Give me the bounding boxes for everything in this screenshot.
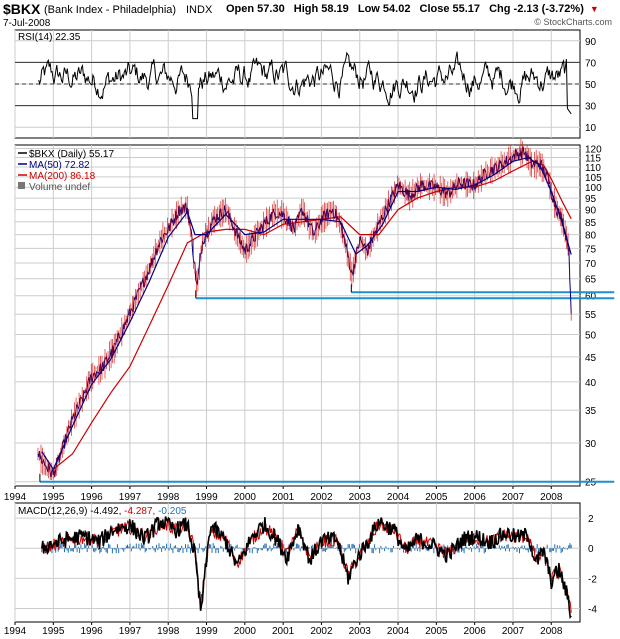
macd-legend-1: -4.492, bbox=[87, 506, 121, 517]
x-tick-1996: 1996 bbox=[80, 492, 103, 503]
quote-date: 7-Jul-2008 bbox=[3, 18, 51, 29]
x-tick-1999: 1999 bbox=[195, 492, 218, 503]
macd-x-axis: 1994 1995 1996 1997 1998 1999 2000 2001 2002 2003… bbox=[4, 622, 563, 637]
macd-y-tick-2: 2 bbox=[588, 514, 594, 525]
x-tick-2002: 2002 bbox=[310, 492, 333, 503]
price-panel: 1201151101051009590858075706560555045403… bbox=[14, 138, 615, 489]
rsi-line bbox=[38, 51, 572, 120]
x-tick-2001: 2001 bbox=[272, 492, 295, 503]
macd-legend-3: -0.205 bbox=[155, 506, 187, 517]
price-y-tick-120: 120 bbox=[585, 145, 602, 156]
x-tick-1995: 1995 bbox=[42, 492, 65, 503]
x-tick-2001: 2001 bbox=[272, 626, 295, 637]
macd-y-tick--2: -2 bbox=[588, 574, 597, 585]
x-tick-1995: 1995 bbox=[42, 626, 65, 637]
x-tick-1996: 1996 bbox=[80, 626, 103, 637]
symbol-name: (Bank Index - Philadelphia) bbox=[44, 4, 177, 16]
x-tick-1998: 1998 bbox=[157, 626, 180, 637]
rsi-panel: 90 70 50 30 10 RSI(14) 22.35 bbox=[14, 29, 597, 139]
price-y-tick-70: 70 bbox=[585, 259, 597, 270]
price-y-tick-80: 80 bbox=[585, 231, 597, 242]
price-legend-1: MA(50) 72.82 bbox=[29, 160, 90, 171]
price-y-tick-100: 100 bbox=[585, 183, 602, 194]
price-y-tick-45: 45 bbox=[585, 353, 597, 364]
macd-legend-2: -4.287, bbox=[121, 506, 155, 517]
x-tick-1994: 1994 bbox=[4, 492, 27, 503]
high-value: High 58.19 bbox=[293, 3, 349, 15]
x-tick-1994: 1994 bbox=[4, 626, 27, 637]
credit-label: © StockCharts.com bbox=[534, 17, 612, 27]
macd-legend: MACD(12,26,9) -4.492, -4.287, -0.205 bbox=[18, 506, 187, 517]
x-tick-2007: 2007 bbox=[502, 626, 525, 637]
x-tick-2008: 2008 bbox=[540, 492, 563, 503]
price-y-tick-110: 110 bbox=[585, 163, 601, 174]
price-y-tick-105: 105 bbox=[585, 173, 602, 184]
price-y-tick-50: 50 bbox=[585, 330, 597, 341]
ma50-line bbox=[41, 156, 572, 471]
x-tick-2005: 2005 bbox=[425, 492, 448, 503]
price-bars bbox=[37, 138, 572, 480]
price-y-tick-90: 90 bbox=[585, 206, 597, 217]
price-x-axis: 1994 1995 1996 1997 1998 1999 2000 2001 2002 2003… bbox=[4, 486, 563, 503]
macd-legend-0: MACD(12,26,9) bbox=[18, 506, 87, 517]
change-value: Chg -2.13 (-3.72%) bbox=[489, 3, 584, 15]
volume-icon bbox=[18, 182, 25, 189]
x-tick-2005: 2005 bbox=[425, 626, 448, 637]
price-y-tick-75: 75 bbox=[585, 244, 597, 255]
price-y-tick-95: 95 bbox=[585, 194, 597, 205]
price-y-tick-55: 55 bbox=[585, 310, 597, 321]
rsi-y-tick-30: 30 bbox=[585, 102, 597, 113]
rsi-y-tick-50: 50 bbox=[585, 80, 597, 91]
x-tick-2000: 2000 bbox=[234, 626, 257, 637]
x-tick-1998: 1998 bbox=[157, 492, 180, 503]
price-y-tick-65: 65 bbox=[585, 275, 597, 286]
price-y-tick-35: 35 bbox=[585, 406, 597, 417]
x-tick-2006: 2006 bbox=[464, 492, 487, 503]
open-value: Open 57.30 bbox=[226, 3, 285, 15]
x-tick-2004: 2004 bbox=[387, 492, 410, 503]
x-tick-2003: 2003 bbox=[349, 626, 372, 637]
close-value: Close 55.17 bbox=[419, 3, 481, 15]
price-legend-2: MA(200) 86.18 bbox=[29, 171, 96, 182]
rsi-y-tick-10: 10 bbox=[585, 123, 597, 134]
x-tick-2006: 2006 bbox=[464, 626, 487, 637]
x-tick-2004: 2004 bbox=[387, 626, 410, 637]
x-tick-2008: 2008 bbox=[540, 626, 563, 637]
price-frame bbox=[14, 144, 581, 487]
x-tick-1997: 1997 bbox=[119, 492, 142, 503]
price-y-tick-25: 25 bbox=[585, 478, 597, 489]
x-tick-1999: 1999 bbox=[195, 626, 218, 637]
x-tick-2007: 2007 bbox=[502, 492, 525, 503]
price-y-tick-30: 30 bbox=[585, 439, 597, 450]
low-value: Low 54.02 bbox=[357, 3, 411, 15]
x-tick-2002: 2002 bbox=[310, 626, 333, 637]
x-tick-1997: 1997 bbox=[119, 626, 142, 637]
macd-y-tick-0: 0 bbox=[588, 544, 594, 555]
ohlc-summary: Open 57.30 High 58.19 Low 54.02 Close 55… bbox=[226, 3, 605, 15]
triangle-down-icon: ▼ bbox=[589, 4, 599, 14]
macd-line bbox=[41, 516, 572, 620]
macd-panel: 2 0 -2 -4 MACD(12,26,9) -4.492, -4.287, -0.2… bbox=[14, 502, 597, 623]
price-y-tick-115: 115 bbox=[585, 154, 601, 165]
exchange-label: INDX bbox=[186, 4, 213, 16]
rsi-legend: RSI(14) 22.35 bbox=[18, 32, 81, 43]
x-tick-2000: 2000 bbox=[234, 492, 257, 503]
price-legend-3: Volume undef bbox=[29, 182, 90, 193]
x-tick-2003: 2003 bbox=[349, 492, 372, 503]
symbol-title: $BKX bbox=[3, 1, 41, 17]
macd-y-tick--4: -4 bbox=[588, 604, 597, 615]
price-legend-0: $BKX (Daily) 55.17 bbox=[29, 149, 114, 160]
macd-frame bbox=[14, 502, 581, 623]
price-y-tick-40: 40 bbox=[585, 378, 597, 389]
price-y-tick-85: 85 bbox=[585, 218, 597, 229]
rsi-y-tick-70: 70 bbox=[585, 58, 597, 69]
rsi-y-tick-90: 90 bbox=[585, 37, 597, 48]
ma200-line bbox=[52, 160, 572, 470]
